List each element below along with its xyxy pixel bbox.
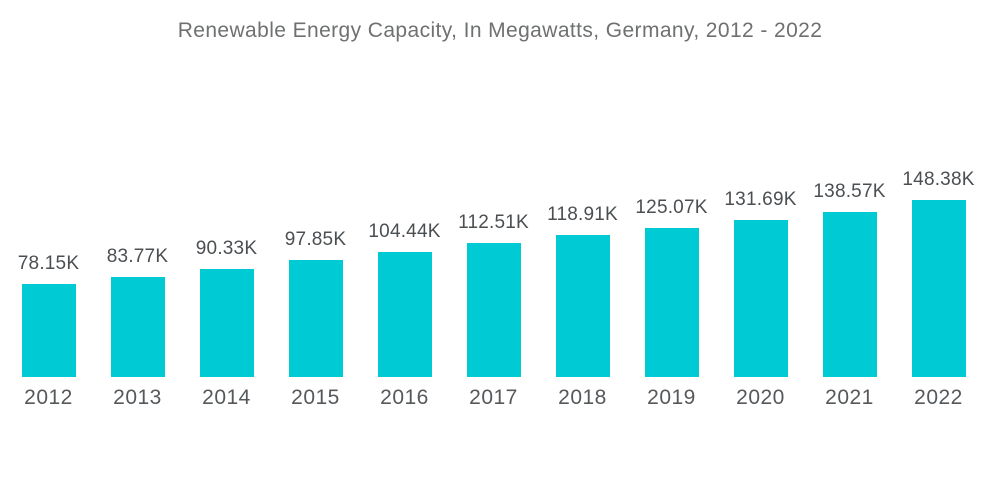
x-axis-tick-label: 2022 [914,386,963,409]
bar-column: 118.91K 2018 [538,204,627,410]
bar-column: 78.15K 2012 [4,253,93,410]
bar-value-label: 78.15K [17,252,80,274]
x-axis-tick-label: 2019 [647,386,696,409]
bar-value-label: 90.33K [195,238,258,260]
bar-value-label: 125.07K [635,196,708,218]
bar-column: 104.44K 2016 [360,221,449,410]
bar [822,211,877,377]
x-axis-tick-label: 2013 [113,386,162,409]
bar-column: 131.69K 2020 [716,189,805,410]
x-axis-tick-label: 2018 [558,386,607,409]
x-axis-tick-label: 2016 [380,386,429,409]
chart-title: Renewable Energy Capacity, In Megawatts,… [177,19,823,42]
x-axis-tick-label: 2012 [24,386,73,409]
bar [466,242,521,377]
x-axis-tick-label: 2021 [825,386,874,409]
bar-column: 148.38K 2022 [894,169,983,410]
bar-value-label: 83.77K [106,246,169,268]
x-axis-tick-label: 2014 [202,386,251,409]
bar [110,277,165,377]
x-axis-tick-label: 2020 [736,386,785,409]
bar [733,219,788,377]
bar [377,252,432,377]
bar-value-label: 131.69K [724,188,797,210]
bar-value-label: 97.85K [284,229,347,251]
x-axis-tick-label: 2015 [291,386,340,409]
bar-column: 112.51K 2017 [449,212,538,410]
bar-value-label: 148.38K [902,169,975,190]
bar [555,235,610,377]
bar [21,283,76,377]
bar-chart-plot-area: 78.15K 2012 83.77K 2013 90.33K 2014 97.8… [4,169,983,410]
bar-value-label: 118.91K [547,204,618,226]
bar-column: 97.85K 2015 [271,229,360,410]
bar-value-label: 104.44K [368,221,441,243]
bar [644,227,699,377]
bar [288,260,343,377]
bar-column: 138.57K 2021 [805,181,894,410]
x-axis-tick-label: 2017 [469,386,518,409]
bar-value-label: 138.57K [813,180,886,202]
bar-column: 83.77K 2013 [93,246,182,410]
bar-value-label: 112.51K [458,211,529,233]
bar [911,200,966,377]
bar [199,269,254,377]
bar-column: 90.33K 2014 [182,238,271,410]
bar-column: 125.07K 2019 [627,197,716,410]
